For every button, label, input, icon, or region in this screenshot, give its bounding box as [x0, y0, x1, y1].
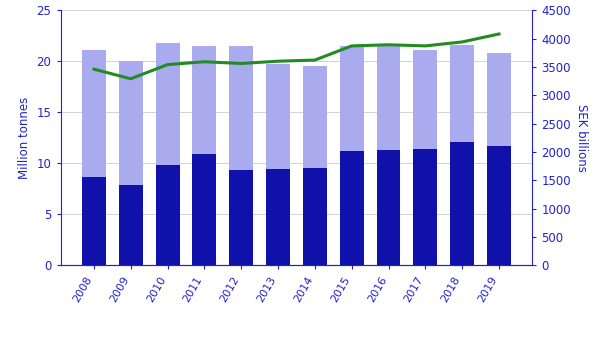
- Bar: [229, 46, 253, 170]
- Bar: [487, 146, 511, 265]
- Bar: [450, 45, 474, 142]
- Bar: [413, 149, 437, 265]
- Bar: [119, 61, 143, 185]
- Bar: [266, 64, 290, 169]
- Bar: [155, 165, 180, 265]
- Bar: [266, 169, 290, 265]
- Bar: [376, 150, 401, 265]
- Bar: [340, 46, 364, 151]
- Bar: [487, 53, 511, 146]
- Bar: [119, 185, 143, 265]
- Bar: [413, 50, 437, 149]
- Bar: [376, 46, 401, 150]
- Bar: [340, 151, 364, 265]
- Bar: [450, 142, 474, 265]
- Bar: [82, 177, 106, 265]
- Bar: [192, 154, 217, 265]
- Bar: [82, 50, 106, 177]
- Y-axis label: Million tonnes: Million tonnes: [18, 97, 31, 179]
- Bar: [229, 170, 253, 265]
- Bar: [155, 43, 180, 165]
- Y-axis label: SEK billions: SEK billions: [575, 104, 587, 172]
- Bar: [303, 66, 327, 168]
- Bar: [303, 168, 327, 265]
- Bar: [192, 46, 217, 154]
